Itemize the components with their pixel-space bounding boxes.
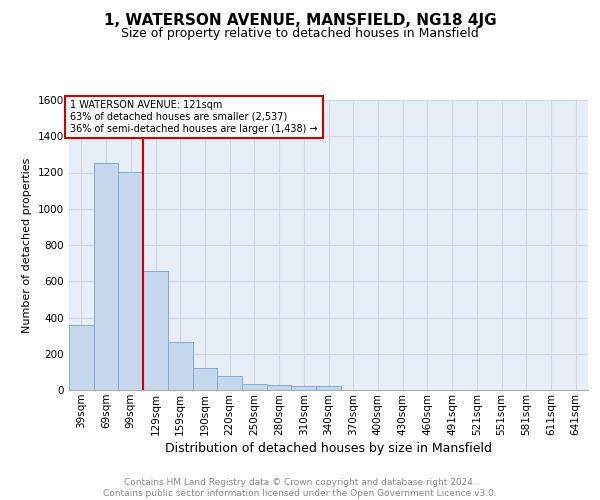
Bar <box>242 384 267 390</box>
Bar <box>193 368 217 390</box>
Text: 1, WATERSON AVENUE, MANSFIELD, NG18 4JG: 1, WATERSON AVENUE, MANSFIELD, NG18 4JG <box>104 12 496 28</box>
Text: Size of property relative to detached houses in Mansfield: Size of property relative to detached ho… <box>121 28 479 40</box>
Bar <box>94 162 118 390</box>
Y-axis label: Number of detached properties: Number of detached properties <box>22 158 32 332</box>
Bar <box>143 272 168 390</box>
Bar <box>316 386 341 390</box>
Bar <box>292 386 316 390</box>
Bar <box>217 376 242 390</box>
Text: 1 WATERSON AVENUE: 121sqm
63% of detached houses are smaller (2,537)
36% of semi: 1 WATERSON AVENUE: 121sqm 63% of detache… <box>70 100 318 134</box>
Text: Contains HM Land Registry data © Crown copyright and database right 2024.
Contai: Contains HM Land Registry data © Crown c… <box>103 478 497 498</box>
Bar <box>118 172 143 390</box>
Bar <box>69 325 94 390</box>
Bar <box>168 342 193 390</box>
Bar <box>267 386 292 390</box>
X-axis label: Distribution of detached houses by size in Mansfield: Distribution of detached houses by size … <box>165 442 492 455</box>
